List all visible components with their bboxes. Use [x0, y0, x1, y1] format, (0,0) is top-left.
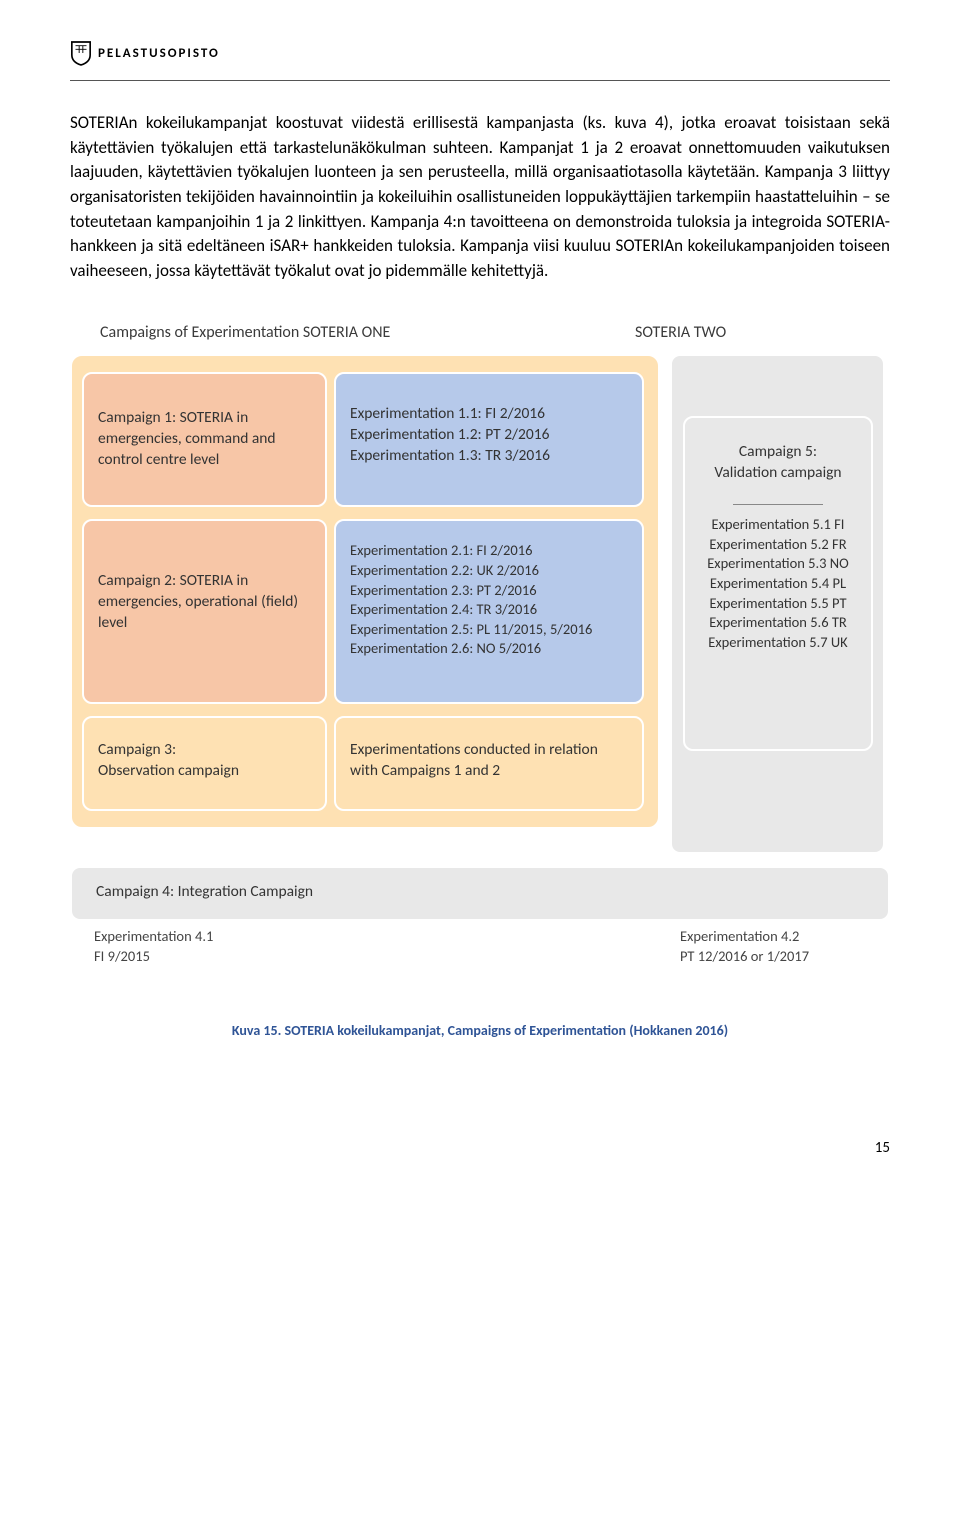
campaign-5-label: Campaign 5: Validation campaign: [685, 418, 871, 496]
campaign-2-exp-box: Experimentation 2.1: FI 2/2016 Experimen…: [334, 519, 644, 704]
experimentation-4-1: Experimentation 4.1 FI 9/2015: [70, 927, 680, 966]
diagram-header-left: Campaigns of Experimentation SOTERIA ONE: [80, 323, 635, 342]
campaign-4-label: Campaign 4: Integration Campaign: [96, 882, 313, 901]
experimentation-4-2: Experimentation 4.2 PT 12/2016 or 1/2017: [680, 927, 809, 966]
figure-caption: Kuva 15. SOTERIA kokeilukampanjat, Campa…: [70, 1022, 890, 1039]
brand-text: PELASTUSOPISTO: [98, 46, 220, 61]
campaigns-diagram: Campaigns of Experimentation SOTERIA ONE…: [70, 323, 890, 966]
campaign-1-label: Campaign 1: SOTERIA in emergencies, comm…: [84, 374, 325, 483]
campaign-5-box: Campaign 5: Validation campaign Experime…: [683, 416, 873, 751]
diagram-header-right: SOTERIA TWO: [635, 323, 726, 342]
page-header: PELASTUSOPISTO: [70, 40, 890, 81]
shield-icon: [70, 40, 92, 66]
campaign-2-label-box: Campaign 2: SOTERIA in emergencies, oper…: [82, 519, 327, 704]
campaign-1-label-box: Campaign 1: SOTERIA in emergencies, comm…: [82, 372, 327, 507]
campaign-3-exp-box: Experimentations conducted in relation w…: [334, 716, 644, 811]
campaign-3-label-box: Campaign 3: Observation campaign: [82, 716, 327, 811]
campaign-5-exp: Experimentation 5.1 FI Experimentation 5…: [685, 515, 871, 664]
campaign-2-exp: Experimentation 2.1: FI 2/2016 Experimen…: [336, 521, 642, 670]
campaign-5-divider: [733, 504, 823, 505]
campaign-1-exp: Experimentation 1.1: FI 2/2016 Experimen…: [336, 374, 642, 479]
campaign-1-exp-box: Experimentation 1.1: FI 2/2016 Experimen…: [334, 372, 644, 507]
campaign-4-bar: Campaign 4: Integration Campaign: [70, 866, 890, 921]
campaign-3-label: Campaign 3: Observation campaign: [84, 718, 325, 794]
page-number: 15: [70, 1139, 890, 1157]
campaign-2-label: Campaign 2: SOTERIA in emergencies, oper…: [84, 521, 325, 646]
campaign-3-exp: Experimentations conducted in relation w…: [336, 718, 642, 794]
body-paragraph: SOTERIAn kokeilukampanjat koostuvat viid…: [70, 111, 890, 283]
